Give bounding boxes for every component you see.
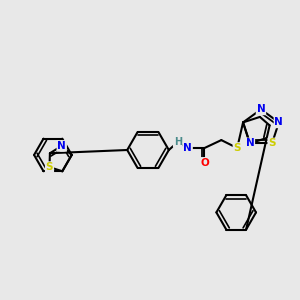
Text: N: N (256, 104, 265, 114)
Text: S: S (233, 143, 241, 153)
Text: N: N (57, 141, 66, 151)
Text: S: S (46, 162, 53, 172)
Text: N: N (245, 138, 254, 148)
Text: H: H (174, 137, 182, 147)
Text: N: N (183, 143, 192, 153)
Text: O: O (200, 158, 209, 168)
Text: N: N (274, 117, 283, 128)
Text: S: S (268, 138, 276, 148)
